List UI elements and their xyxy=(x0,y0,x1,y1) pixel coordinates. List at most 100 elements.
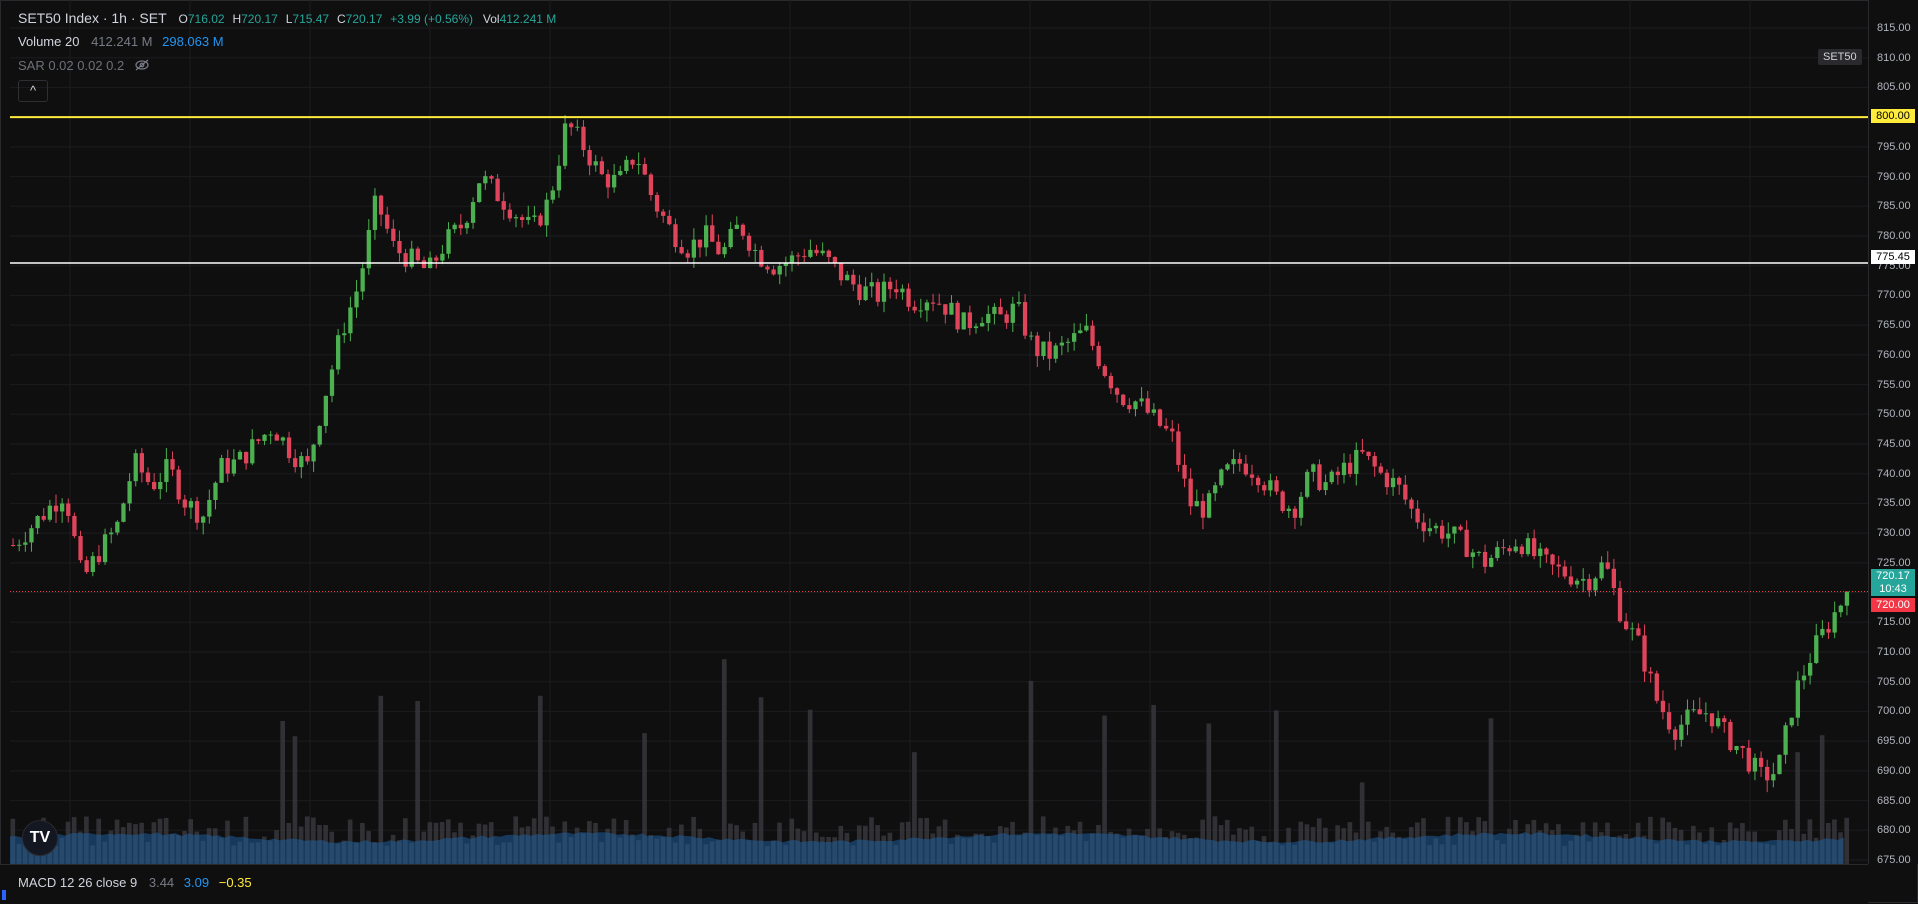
candle-body xyxy=(851,274,856,285)
candle-body xyxy=(1544,548,1549,555)
candle-body xyxy=(881,281,887,302)
candle-body xyxy=(170,459,175,470)
candle-body xyxy=(164,459,169,482)
candle-body xyxy=(1599,562,1604,579)
price-tick: 735.00 xyxy=(1877,497,1911,510)
price-tick: 780.00 xyxy=(1877,230,1911,242)
volume-bar xyxy=(280,721,285,864)
candle-body xyxy=(1194,501,1199,507)
candle-body xyxy=(434,257,439,261)
candle-body xyxy=(489,176,494,179)
red-line-price-tag: 720.00 xyxy=(1871,598,1915,612)
candle-body xyxy=(1329,471,1334,483)
candle-body xyxy=(1801,675,1807,681)
candle-body xyxy=(550,190,555,200)
volume-bar xyxy=(869,817,874,864)
candle-body xyxy=(998,306,1003,315)
candle-body xyxy=(421,260,427,269)
candle-body xyxy=(611,174,617,188)
candle-body xyxy=(1765,766,1770,781)
chevron-up-icon: ^ xyxy=(29,83,37,98)
candle-body xyxy=(734,224,739,229)
candle-body xyxy=(139,453,145,473)
candle-body xyxy=(182,499,187,508)
candle-body xyxy=(213,482,218,500)
candle-body xyxy=(900,288,905,293)
candle-body xyxy=(943,304,948,315)
candle-body xyxy=(1176,431,1181,465)
candle-body xyxy=(1403,484,1408,500)
candle-body xyxy=(1219,469,1224,486)
collapse-legend-button[interactable]: ^ xyxy=(18,80,48,102)
candle-body xyxy=(753,249,758,251)
candle-body xyxy=(1200,501,1206,518)
candle-body xyxy=(820,250,825,254)
candle-body xyxy=(575,126,580,128)
price-tick: 730.00 xyxy=(1877,527,1911,540)
candle-body xyxy=(1777,754,1782,775)
candle-body xyxy=(1752,757,1758,772)
candle-body xyxy=(1317,464,1322,491)
candle-body xyxy=(286,437,292,459)
candle-body xyxy=(1286,508,1291,512)
price-chart[interactable] xyxy=(10,0,1868,864)
candle-body xyxy=(1538,548,1543,557)
candle-body xyxy=(268,434,273,436)
volume-bar xyxy=(304,816,310,864)
candle-body xyxy=(1446,533,1451,539)
hidden-eye-icon[interactable] xyxy=(134,59,150,74)
candle-body xyxy=(1243,463,1249,475)
candle-body xyxy=(1188,478,1193,507)
candle-body xyxy=(90,556,95,573)
candle-body xyxy=(458,224,463,229)
candle-body xyxy=(857,284,862,301)
candle-body xyxy=(194,501,200,523)
candle-body xyxy=(452,224,457,230)
candle-body xyxy=(630,159,635,165)
volume-indicator-legend[interactable]: Volume 20 412.241 M 298.063 M xyxy=(18,34,224,49)
candle-body xyxy=(335,335,341,370)
candle-body xyxy=(446,229,451,254)
candle-body xyxy=(35,516,40,529)
candle-body xyxy=(1758,757,1764,767)
candle-body xyxy=(697,239,703,248)
macd-pane[interactable]: MACD 12 26 close 9 3.44 3.09 −0.35 xyxy=(0,864,1868,904)
candle-body xyxy=(1182,464,1187,479)
candle-body xyxy=(1384,472,1390,488)
candle-body xyxy=(1016,302,1022,304)
candle-body xyxy=(1660,700,1666,713)
candle-body xyxy=(636,164,641,166)
candle-body xyxy=(323,395,329,426)
symbol-legend: SET50 Index · 1h · SET O716.02 H720.17 L… xyxy=(18,10,557,26)
tradingview-logo[interactable]: TV xyxy=(22,820,58,856)
candle-body xyxy=(1372,456,1377,467)
candle-body xyxy=(1581,578,1586,581)
price-axis[interactable]: 815.00 810.00 805.00 800.00 795.00 790.00 785.… xyxy=(1868,0,1918,866)
candle-body xyxy=(716,241,721,255)
sar-indicator-legend[interactable]: SAR 0.02 0.02 0.2 xyxy=(18,58,150,74)
price-tick: 695.00 xyxy=(1877,735,1911,748)
candle-body xyxy=(1305,471,1310,497)
candle-body xyxy=(102,534,108,563)
symbol-title[interactable]: SET50 Index · 1h · SET xyxy=(18,10,167,26)
candle-body xyxy=(1378,466,1383,473)
candle-body xyxy=(1041,341,1046,357)
candle-body xyxy=(710,225,715,242)
candle-body xyxy=(722,247,727,255)
candle-body xyxy=(1464,529,1469,557)
candle-body xyxy=(1170,428,1175,432)
candle-body xyxy=(1127,405,1132,410)
candle-body xyxy=(397,240,402,254)
candle-body xyxy=(470,202,476,223)
candle-body xyxy=(894,289,899,293)
candle-body xyxy=(1691,709,1696,711)
candle-body xyxy=(569,123,574,128)
candle-body xyxy=(1525,538,1531,555)
candle-body xyxy=(1311,464,1316,472)
candle-body xyxy=(1574,580,1580,585)
candle-body xyxy=(1482,551,1488,567)
candle-body xyxy=(47,505,53,520)
candle-body xyxy=(526,216,531,220)
price-tick: 795.00 xyxy=(1877,140,1911,153)
candle-body xyxy=(1605,562,1610,569)
